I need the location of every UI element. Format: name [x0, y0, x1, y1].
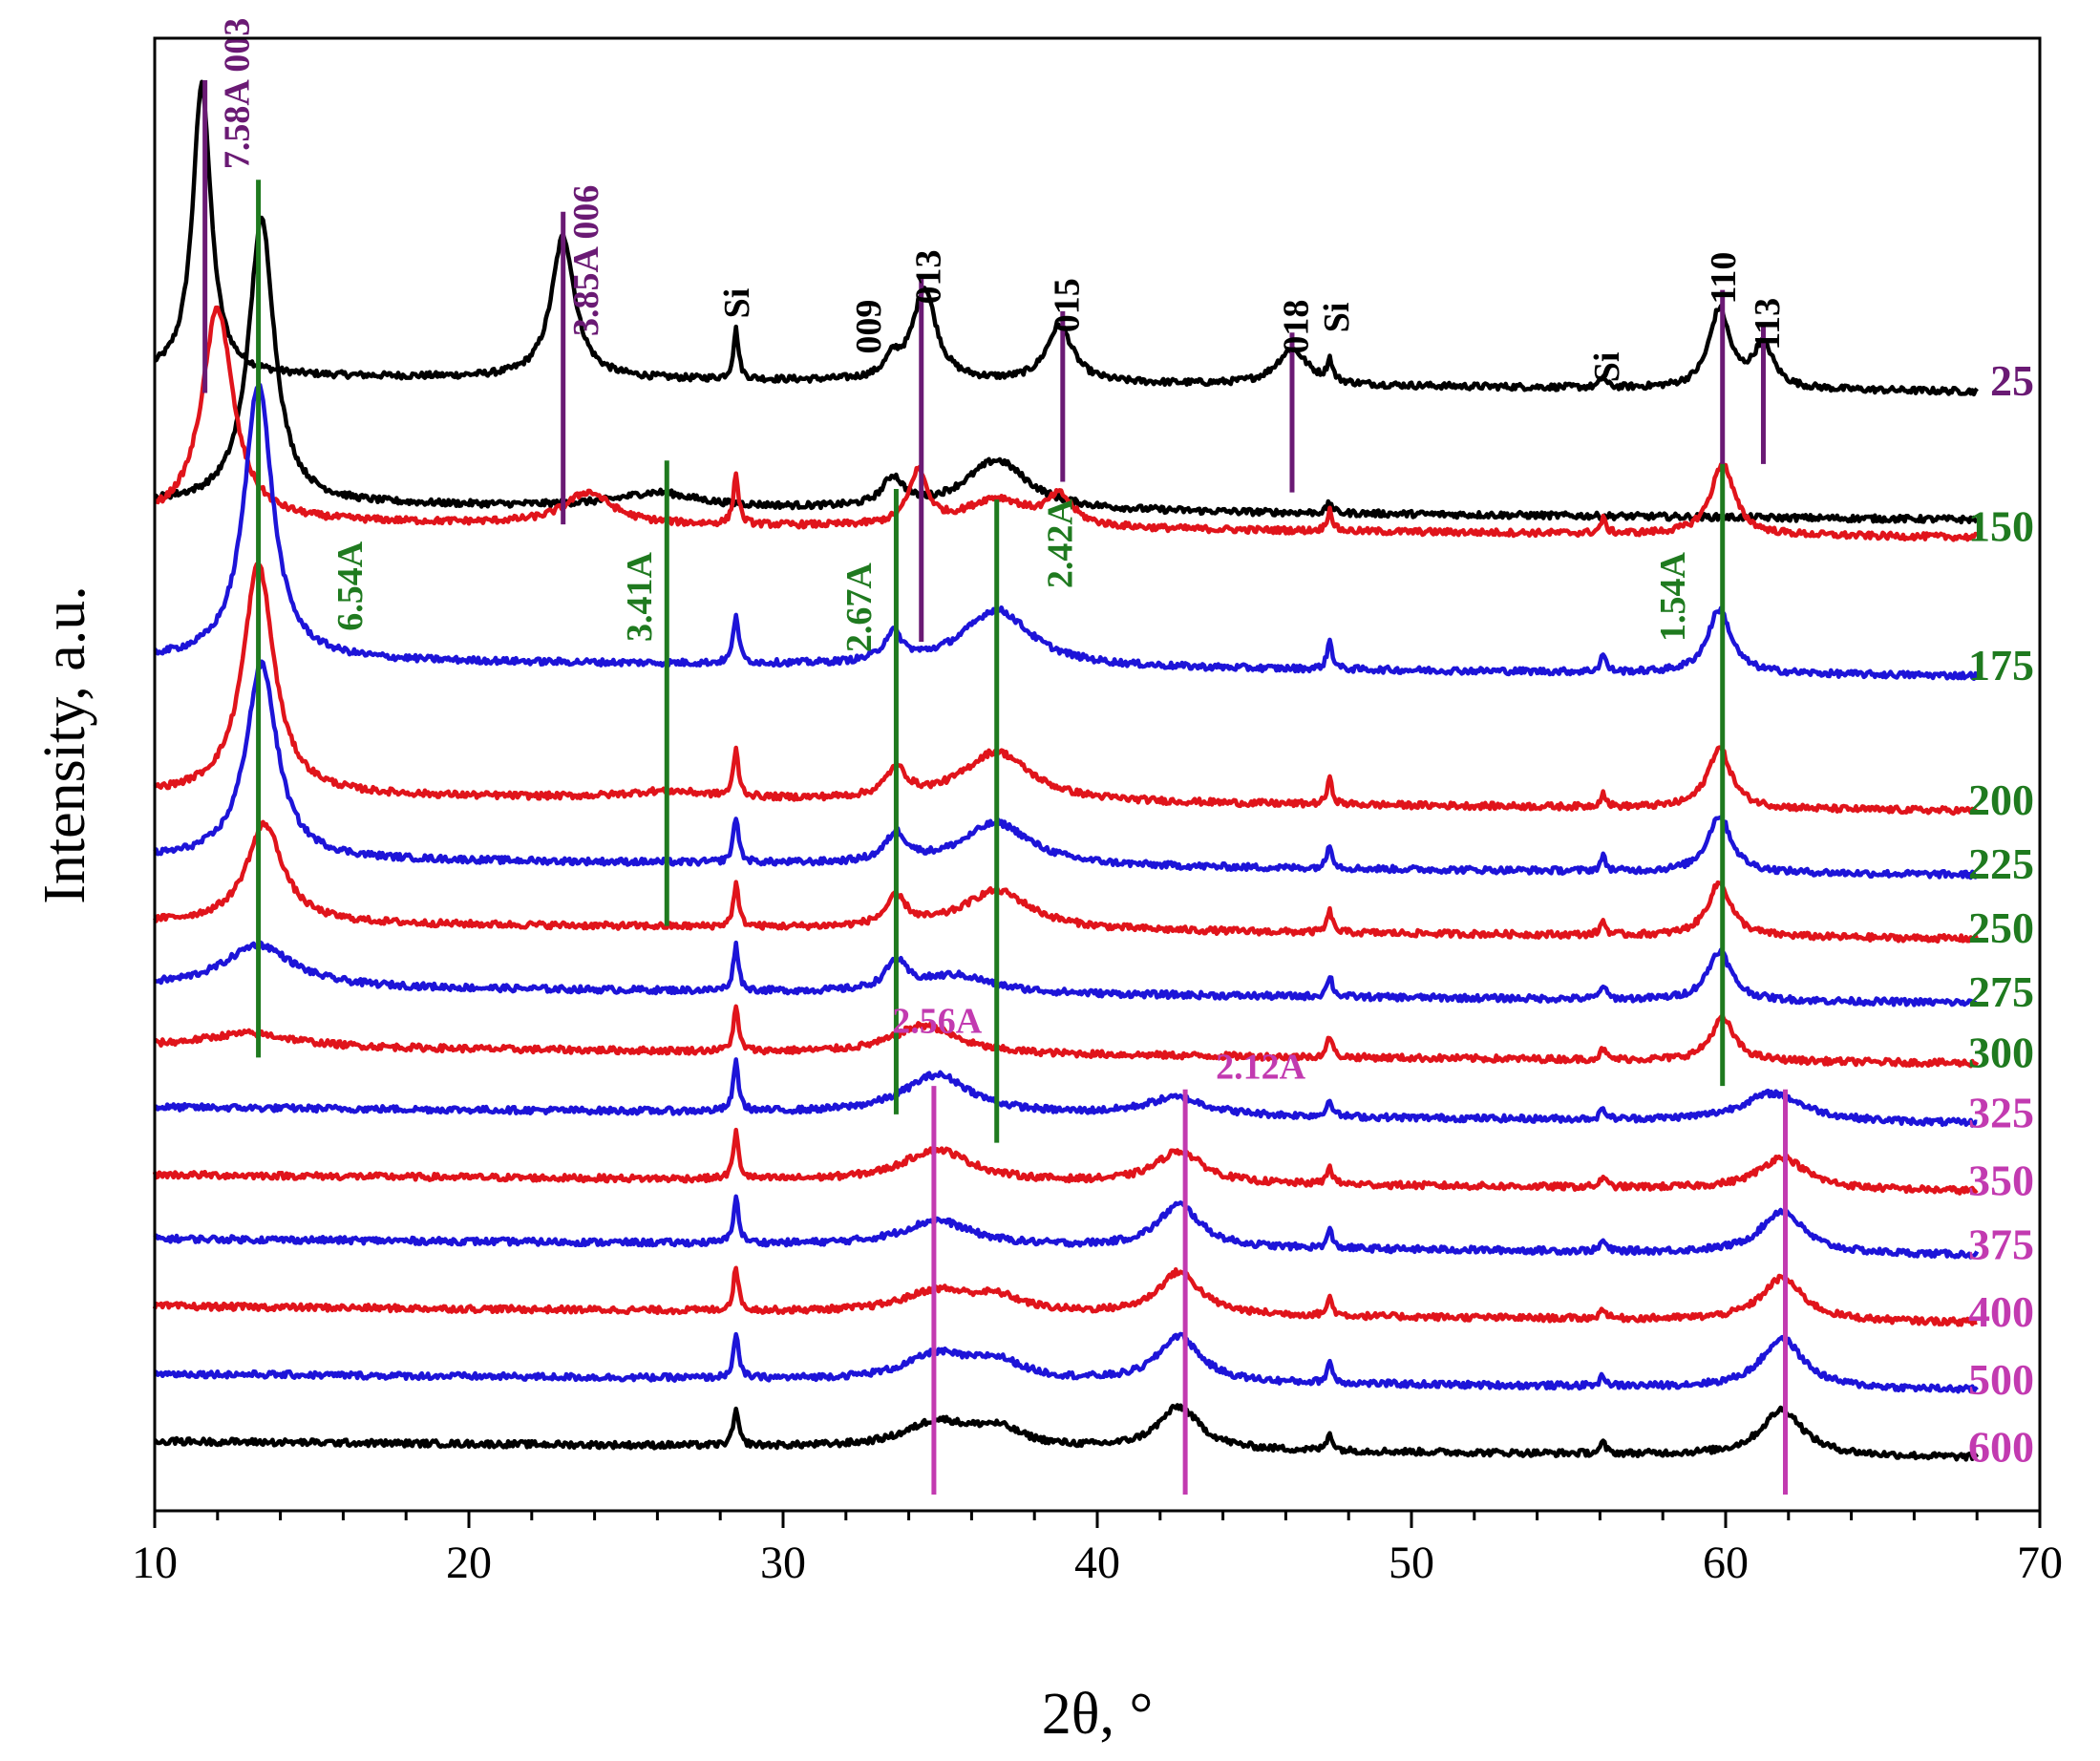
peak-label: 2.67A [839, 562, 880, 653]
temperature-label-25: 25 [1990, 356, 2034, 405]
y-axis-title: Intensity, a.u. [32, 585, 97, 903]
peak-label: 113 [1748, 298, 1788, 350]
curve-300 [154, 1004, 1980, 1069]
x-tick-label: 20 [446, 1538, 492, 1588]
temperature-labels: 25 150 175 200 225 250 275 300 325 350 375 400 500 60… [1968, 356, 2034, 1471]
curve-225 [153, 659, 1979, 880]
x-axis-title: 2θ, ° [1042, 1682, 1154, 1747]
axes [153, 36, 2042, 1513]
temperature-label-325: 325 [1968, 1089, 2034, 1137]
diffraction-curves [152, 79, 1980, 1462]
curve-175 [153, 382, 1980, 682]
peak-label: 2.42A [1041, 499, 1081, 589]
reference-lines [202, 80, 1789, 1495]
curve-250 [152, 819, 1980, 944]
curve-275 [153, 940, 1979, 1008]
peak-label: 2.56A [892, 1001, 983, 1041]
temperature-label-150: 150 [1968, 502, 2034, 551]
peak-label: 7.58A 003 [218, 18, 258, 169]
peak-label: 110 [1704, 252, 1744, 305]
temperature-label-200: 200 [1968, 775, 2034, 824]
x-tick-label: 70 [2017, 1538, 2063, 1588]
curve-400 [152, 1265, 1978, 1327]
peak-label: Si [717, 288, 757, 319]
peak-label: 009 [849, 300, 889, 354]
temperature-label-400: 400 [1968, 1287, 2034, 1336]
x-tick-label: 50 [1389, 1538, 1434, 1588]
temperature-label-300: 300 [1968, 1028, 2034, 1076]
peak-label: 6.54A [330, 541, 371, 631]
curve-200 [153, 562, 1980, 817]
peak-label: Si [1587, 352, 1627, 383]
peak-label: 3.85A 006 [566, 185, 606, 336]
temperature-label-600: 600 [1968, 1423, 2034, 1472]
peak-label: Si [1317, 302, 1357, 332]
peak-label: 018 [1276, 300, 1316, 354]
x-tick-label: 30 [760, 1538, 806, 1588]
x-tick-label: 60 [1703, 1538, 1749, 1588]
temperature-label-275: 275 [1968, 967, 2034, 1016]
temperature-label-175: 175 [1968, 641, 2034, 690]
x-axis-ticks: 10 20 30 40 50 60 70 [132, 1511, 2063, 1588]
curve-25 [153, 79, 1979, 397]
peak-label: 2.12A [1216, 1048, 1306, 1088]
peak-label: 013 [909, 250, 949, 305]
temperature-label-375: 375 [1968, 1220, 2034, 1268]
plot-frame [153, 36, 2042, 1513]
curve-500 [153, 1331, 1979, 1394]
temperature-label-225: 225 [1968, 839, 2034, 888]
curve-325 [154, 1057, 1978, 1128]
curve-350 [152, 1127, 1979, 1196]
curve-600 [153, 1403, 1980, 1462]
x-tick-label: 10 [132, 1538, 178, 1588]
temperature-label-500: 500 [1968, 1355, 2034, 1404]
temperature-label-250: 250 [1968, 903, 2034, 952]
peak-label: 015 [1047, 278, 1087, 332]
temperature-label-350: 350 [1968, 1156, 2034, 1204]
peak-label: 3.41A [620, 552, 660, 643]
x-tick-label: 40 [1074, 1538, 1120, 1588]
peak-label: 1.54A [1653, 552, 1693, 643]
curve-150 [153, 305, 1979, 542]
curve-375 [153, 1194, 1980, 1260]
